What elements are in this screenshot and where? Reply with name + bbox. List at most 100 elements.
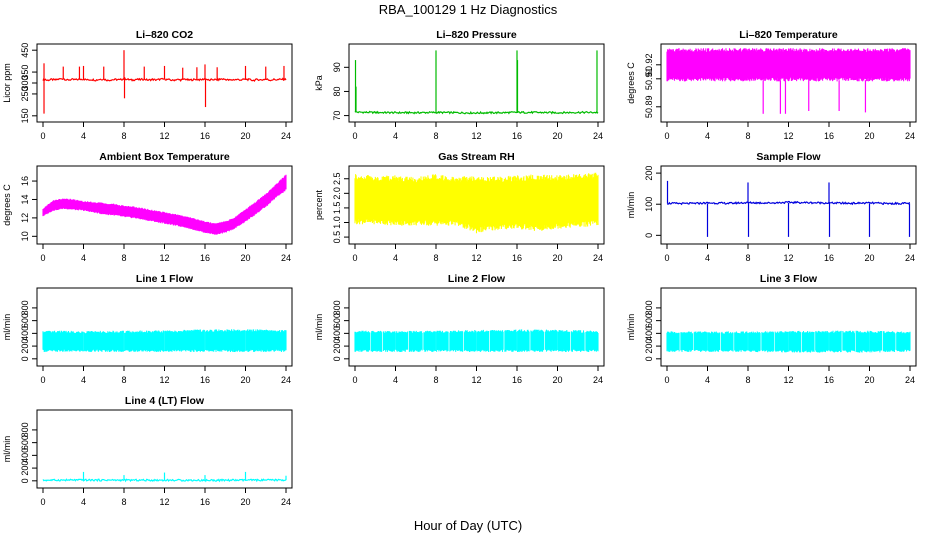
panel-9: Line 4 (LT) Flow ml/min 0 4 8 12 16 20 24 0 200400… — [2, 395, 293, 507]
data-band — [354, 329, 599, 352]
y-tick-label: 10 — [20, 231, 30, 241]
x-tick-label: 16 — [512, 375, 522, 385]
x-tick-label: 0 — [40, 375, 45, 385]
y-tick-label: 50.92 — [644, 54, 654, 77]
x-tick-label: 16 — [824, 131, 834, 141]
plot-frame — [348, 287, 605, 367]
y-tick-label: 100 — [644, 197, 654, 212]
x-tick-label: 4 — [705, 131, 710, 141]
data-band — [354, 172, 599, 234]
plot-frame — [36, 287, 293, 367]
x-tick-label: 20 — [240, 131, 250, 141]
y-tick-label: 12 — [20, 213, 30, 223]
x-tick-label: 0 — [40, 131, 45, 141]
x-axis: 0 4 8 12 16 20 24 — [352, 122, 603, 141]
y-tick-label: 800 — [20, 300, 30, 315]
x-axis: 0 4 8 12 16 20 24 — [40, 366, 291, 385]
x-tick-label: 24 — [905, 131, 915, 141]
x-tick-label: 16 — [200, 131, 210, 141]
x-tick-label: 16 — [512, 131, 522, 141]
y-tick-label: 200 — [20, 461, 30, 476]
x-tick-label: 24 — [593, 253, 603, 263]
series-marks — [42, 471, 287, 483]
y-tick-label: 0 — [332, 356, 342, 361]
y-tick-label: 800 — [332, 300, 342, 315]
y-tick-label: 50.91 — [644, 68, 654, 91]
y-tick-label: 200 — [20, 339, 30, 354]
x-tick-label: 12 — [783, 131, 793, 141]
y-axis-label: ml/min — [2, 436, 12, 463]
x-tick-label: 20 — [864, 253, 874, 263]
x-axis: 0 4 8 12 16 20 24 — [664, 122, 915, 141]
y-tick-label: 400 — [20, 448, 30, 463]
x-tick-label: 24 — [593, 131, 603, 141]
x-tick-label: 8 — [121, 497, 126, 507]
x-tick-label: 4 — [705, 375, 710, 385]
y-tick-label: 600 — [20, 435, 30, 450]
y-tick-label: 200 — [644, 166, 654, 181]
y-tick-label: 800 — [20, 422, 30, 437]
panel-6: Line 1 Flow ml/min 0 4 8 12 16 20 24 0 20040060080… — [2, 273, 293, 385]
x-tick-label: 12 — [783, 375, 793, 385]
x-axis: 0 4 8 12 16 20 24 — [40, 122, 291, 141]
y-tick-label: 16 — [20, 176, 30, 186]
x-tick-label: 8 — [745, 375, 750, 385]
x-tick-label: 20 — [864, 131, 874, 141]
x-axis-title: Hour of Day (UTC) — [413, 518, 523, 533]
x-tick-label: 16 — [824, 253, 834, 263]
panel-title: Line 2 Flow — [448, 273, 506, 285]
y-tick-label: 90 — [332, 62, 342, 72]
x-tick-label: 0 — [40, 253, 45, 263]
series-marks — [666, 48, 911, 114]
series-marks — [42, 50, 287, 114]
x-tick-label: 4 — [81, 375, 86, 385]
panel-title: Line 4 (LT) Flow — [125, 395, 205, 407]
x-tick-label: 24 — [593, 375, 603, 385]
y-tick-label: 300 — [20, 75, 30, 90]
panel-4: Gas Stream RH percent 0 4 8 12 16 20 24 0.5 1.01.5… — [314, 151, 605, 263]
x-tick-label: 12 — [159, 131, 169, 141]
y-tick-label: 600 — [332, 313, 342, 328]
x-tick-label: 4 — [393, 253, 398, 263]
y-axis-label: ml/min — [626, 192, 636, 219]
panel-7: Line 2 Flow ml/min 0 4 8 12 16 20 24 0 20040060080… — [314, 273, 605, 385]
x-axis: 0 4 8 12 16 20 24 — [352, 366, 603, 385]
panel-3: Ambient Box Temperature degrees C 0 4 8 12 16 2… — [2, 151, 293, 263]
y-tick-label: 14 — [20, 194, 30, 204]
x-tick-label: 4 — [81, 253, 86, 263]
panel-0: Li–820 CO2 Licor ppm 0 4 8 12 16 20 24 150 2503003… — [2, 29, 293, 141]
x-axis: 0 4 8 12 16 20 24 — [352, 244, 603, 263]
series-marks — [354, 50, 599, 115]
panel-title: Li–820 CO2 — [136, 29, 193, 41]
data-band — [42, 329, 287, 352]
x-tick-label: 20 — [864, 375, 874, 385]
x-tick-label: 24 — [281, 497, 291, 507]
panel-title: Ambient Box Temperature — [99, 151, 230, 163]
x-tick-label: 4 — [393, 375, 398, 385]
x-tick-label: 24 — [905, 375, 915, 385]
x-tick-label: 24 — [281, 375, 291, 385]
panel-title: Li–820 Pressure — [436, 29, 517, 41]
series-marks — [666, 180, 911, 237]
x-tick-label: 24 — [281, 253, 291, 263]
x-tick-label: 20 — [552, 375, 562, 385]
plot-frame — [348, 43, 605, 123]
x-axis: 0 4 8 12 16 20 24 — [40, 488, 291, 507]
x-tick-label: 16 — [200, 375, 210, 385]
x-tick-label: 20 — [240, 253, 250, 263]
data-band — [666, 48, 911, 82]
data-line — [354, 110, 599, 115]
panel-title: Li–820 Temperature — [739, 29, 838, 41]
panel-2: Li–820 Temperature degrees C 0 4 8 12 16 20 24 50… — [626, 29, 917, 141]
x-tick-label: 4 — [81, 497, 86, 507]
series-marks — [42, 329, 287, 352]
y-axis-label: percent — [314, 189, 324, 220]
y-tick-label: 2.0 — [332, 187, 342, 200]
x-tick-label: 0 — [664, 131, 669, 141]
x-tick-label: 16 — [824, 375, 834, 385]
x-tick-label: 12 — [471, 131, 481, 141]
x-tick-label: 12 — [783, 253, 793, 263]
